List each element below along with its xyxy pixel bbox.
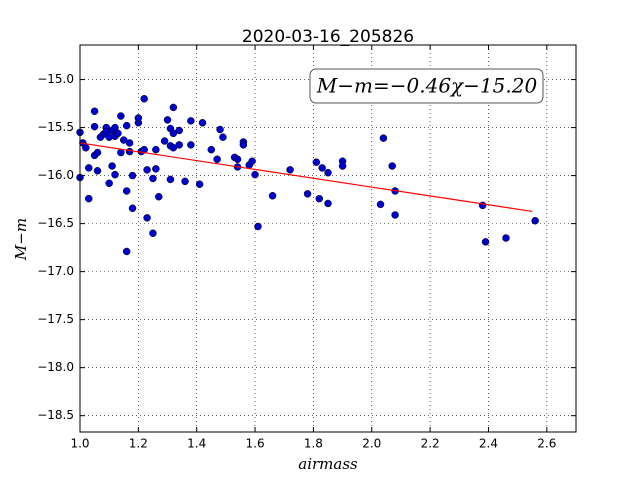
point (286, 166, 294, 174)
point (303, 190, 312, 198)
point (128, 171, 137, 180)
y-tick-label: −16.0 (37, 168, 74, 182)
point (175, 141, 183, 149)
point (105, 179, 113, 188)
point (140, 95, 148, 103)
annotation: M−m=−0.46χ−15.20 (316, 74, 538, 98)
y-tick-label: −16.5 (37, 216, 74, 230)
point (166, 175, 175, 184)
point (149, 229, 157, 237)
point (111, 170, 119, 179)
point (93, 167, 102, 175)
point (478, 201, 487, 210)
point (219, 133, 227, 141)
point (315, 194, 323, 203)
point (233, 155, 242, 164)
x-tick-label: 2.4 (479, 437, 498, 451)
point (207, 145, 216, 154)
x-tick-label: 2.2 (421, 437, 440, 451)
point (152, 145, 160, 154)
point (125, 139, 134, 147)
y-tick-label: −17.5 (37, 312, 74, 326)
point (531, 216, 539, 225)
point (163, 116, 172, 124)
annotation-box (309, 68, 544, 104)
point (85, 164, 93, 172)
point (481, 238, 490, 246)
point (122, 247, 131, 256)
point (152, 165, 160, 173)
point (143, 166, 151, 174)
point (379, 134, 388, 142)
point (187, 141, 195, 149)
point (376, 200, 385, 209)
point (502, 234, 510, 242)
point (85, 194, 93, 203)
point (108, 162, 116, 170)
point (268, 192, 277, 200)
point (239, 141, 248, 149)
point (198, 119, 207, 127)
point (324, 199, 332, 208)
fit-line (79, 142, 533, 213)
point (90, 122, 99, 131)
point (93, 148, 102, 157)
point (181, 177, 189, 186)
x-tick-label: 1.2 (129, 437, 148, 451)
point (128, 204, 137, 213)
point (254, 222, 262, 231)
point (125, 147, 134, 156)
point (155, 192, 163, 201)
point (122, 187, 131, 195)
point (388, 162, 396, 170)
point (391, 211, 399, 219)
y-tick-label: −15.0 (37, 72, 74, 86)
x-tick-label: 1.8 (304, 437, 323, 451)
x-tick-label: 2.0 (362, 437, 381, 451)
x-tick-label: 1.6 (246, 437, 265, 451)
x-axis-label: airmass (298, 455, 358, 473)
point (82, 144, 90, 152)
point (312, 158, 321, 166)
point (187, 117, 195, 125)
y-tick-label: −18.5 (37, 408, 74, 422)
point (169, 103, 178, 112)
point (216, 125, 224, 134)
point (160, 137, 169, 145)
point (318, 164, 326, 172)
point (114, 129, 122, 138)
point (134, 114, 143, 122)
x-tick-label: 2.6 (537, 437, 556, 451)
point (90, 107, 99, 116)
y-axis-label: M−m (12, 218, 30, 261)
point (195, 180, 204, 188)
point (338, 162, 347, 170)
y-tick-label: −17.0 (37, 264, 74, 278)
point (248, 157, 256, 165)
point (175, 126, 183, 135)
plot-frame (79, 44, 577, 433)
x-tick-label: 1.4 (187, 437, 206, 451)
chart-title: 2020-03-16_205826 (242, 27, 414, 47)
y-tick-label: −15.5 (37, 120, 74, 134)
point (324, 168, 332, 177)
point (213, 155, 221, 164)
point (122, 121, 131, 130)
point (251, 170, 259, 179)
x-tick-label: 1.0 (70, 437, 89, 451)
point (117, 112, 125, 120)
point (143, 214, 151, 222)
y-tick-label: −18.0 (37, 360, 74, 374)
point (149, 174, 157, 183)
